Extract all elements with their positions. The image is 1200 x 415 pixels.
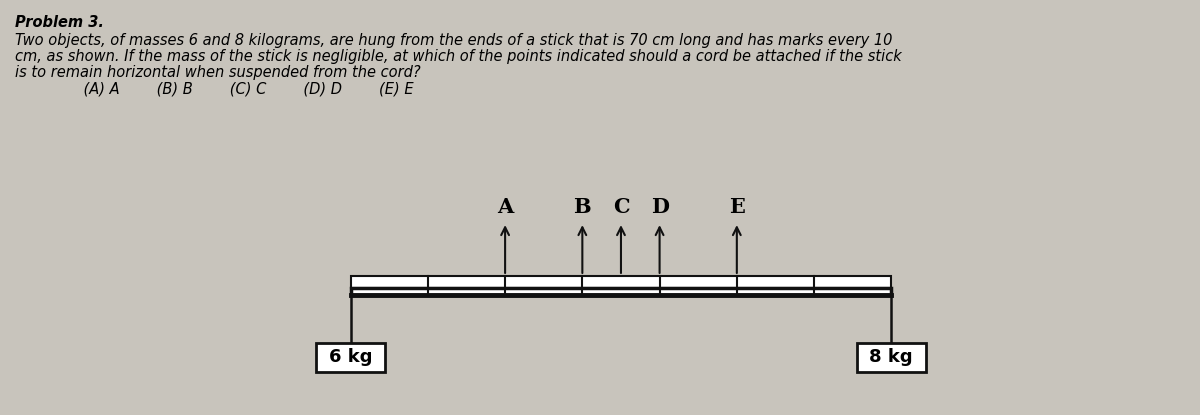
- Bar: [857, 343, 926, 372]
- Text: E: E: [728, 198, 745, 217]
- Text: Two objects, of masses 6 and 8 kilograms, are hung from the ends of a stick that: Two objects, of masses 6 and 8 kilograms…: [14, 33, 893, 48]
- Text: B: B: [574, 198, 592, 217]
- Text: is to remain horizontal when suspended from the cord?: is to remain horizontal when suspended f…: [14, 65, 421, 80]
- Bar: [316, 343, 385, 372]
- Text: C: C: [613, 198, 629, 217]
- Text: cm, as shown. If the mass of the stick is negligible, at which of the points ind: cm, as shown. If the mass of the stick i…: [14, 49, 901, 64]
- Text: 8 kg: 8 kg: [870, 348, 913, 366]
- Bar: [350, 288, 892, 295]
- Bar: [350, 276, 892, 288]
- Text: 6 kg: 6 kg: [329, 348, 372, 366]
- Text: A: A: [497, 198, 514, 217]
- Text: (A) A        (B) B        (C) C        (D) D        (E) E: (A) A (B) B (C) C (D) D (E) E: [65, 82, 414, 97]
- Text: D: D: [650, 198, 668, 217]
- Text: Problem 3.: Problem 3.: [14, 15, 104, 30]
